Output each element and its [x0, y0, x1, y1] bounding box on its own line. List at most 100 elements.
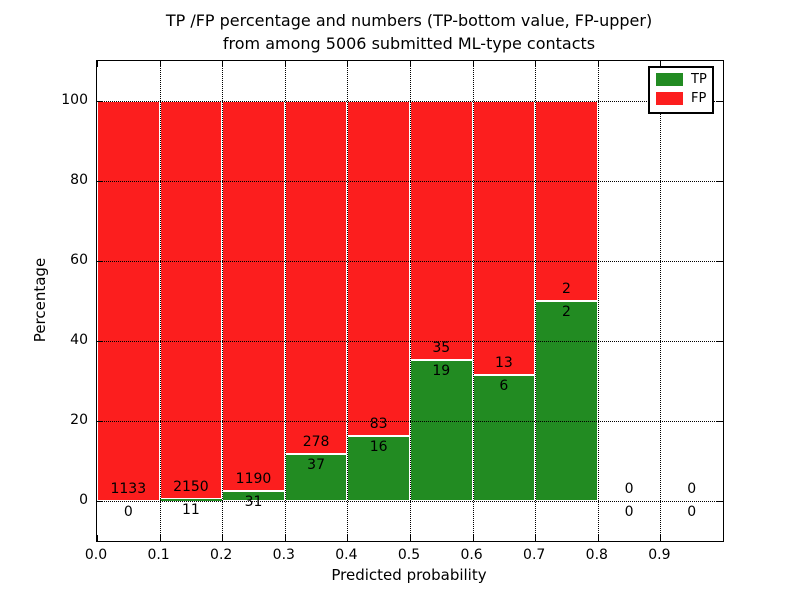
legend-label-tp: TP — [691, 72, 707, 87]
v-gridline — [535, 61, 537, 541]
x-tick-bottom — [597, 535, 599, 541]
x-tick-bottom — [410, 535, 411, 541]
tp-count-label: 0 — [687, 504, 697, 520]
bar-segment-fp — [97, 101, 160, 501]
bar-segment-tp — [410, 360, 473, 501]
x-tick-top — [472, 61, 474, 67]
v-gridline — [347, 61, 349, 541]
y-tick-label: 100 — [61, 92, 88, 108]
tp-count-label: 37 — [307, 457, 325, 474]
y-tick-right — [717, 261, 723, 262]
x-tick-label: 0.4 — [335, 547, 358, 563]
bar-segment-fp — [347, 101, 410, 437]
tp-count-label: 19 — [432, 363, 451, 380]
legend-swatch-fp-icon — [656, 92, 683, 105]
x-tick-bottom — [472, 535, 474, 541]
y-axis-label: Percentage — [31, 257, 49, 343]
y-tick-left — [97, 421, 103, 422]
bar-segment-fp — [284, 101, 348, 455]
bar-segment-tp — [535, 301, 598, 501]
x-tick-label: 0.1 — [147, 547, 170, 563]
x-tick-top — [410, 61, 411, 67]
y-tick-right — [717, 421, 723, 422]
v-gridline — [284, 61, 286, 541]
fp-count-label: 1133 — [110, 481, 147, 497]
chart-title: TP /FP percentage and numbers (TP-bottom… — [96, 9, 722, 55]
v-gridline — [410, 61, 411, 541]
fp-count-label: 35 — [432, 340, 451, 357]
x-tick-label: 0.5 — [397, 547, 421, 563]
x-axis-label: Predicted probability — [331, 566, 487, 584]
x-tick-label: 0.7 — [523, 547, 546, 563]
fp-count-label: 1190 — [235, 470, 272, 487]
x-tick-bottom — [222, 535, 224, 541]
tp-count-label: 31 — [244, 493, 263, 510]
v-gridline — [159, 61, 161, 541]
y-tick-right — [717, 501, 723, 502]
bar-segment-tp — [222, 490, 285, 501]
v-gridline — [222, 61, 224, 541]
x-tick-top — [597, 61, 599, 67]
x-tick-bottom — [535, 535, 537, 541]
v-gridline — [472, 61, 474, 541]
chart-title-line2: from among 5006 submitted ML-type contac… — [222, 34, 596, 53]
tp-count-label: 0 — [624, 504, 634, 520]
x-tick-label: 0.9 — [648, 547, 671, 563]
tp-count-label: 0 — [123, 504, 133, 520]
x-tick-bottom — [347, 535, 349, 541]
tp-count-label: 16 — [369, 439, 388, 456]
x-tick-bottom — [284, 535, 286, 541]
y-tick-label: 80 — [70, 172, 88, 188]
x-tick-top — [97, 61, 98, 67]
legend-entry-fp: FP — [656, 92, 706, 105]
x-tick-label: 0.6 — [460, 547, 483, 563]
legend-entry-tp: TP — [656, 73, 707, 86]
fp-count-label: 0 — [624, 481, 634, 497]
y-tick-right — [717, 341, 723, 342]
fp-count-label: 0 — [687, 481, 697, 497]
fp-count-label: 2 — [562, 281, 571, 297]
x-tick-label: 0.8 — [585, 547, 608, 563]
fp-count-label: 83 — [369, 416, 388, 433]
v-gridline — [660, 61, 662, 541]
x-tick-top — [159, 61, 161, 67]
x-tick-top — [660, 61, 662, 67]
bar-segment-tp — [159, 498, 223, 501]
chart-title-line1: TP /FP percentage and numbers (TP-bottom… — [165, 11, 653, 30]
x-tick-label: 0.3 — [272, 547, 295, 563]
x-tick-label: 0.2 — [210, 547, 233, 563]
fp-count-label: 278 — [302, 434, 330, 451]
y-tick-left — [97, 501, 103, 502]
y-tick-label: 40 — [70, 332, 88, 348]
x-tick-label: 0.0 — [84, 547, 108, 563]
bar-segment-tp — [347, 436, 410, 501]
bar-segment-fp — [159, 101, 223, 499]
y-tick-left — [97, 261, 103, 262]
y-tick-label: 20 — [70, 412, 88, 428]
bar-segment-fp — [535, 101, 598, 301]
x-tick-top — [222, 61, 224, 67]
y-tick-left — [97, 101, 103, 102]
y-tick-left — [97, 181, 103, 182]
tp-count-label: 6 — [499, 377, 509, 394]
tp-count-label: 11 — [181, 501, 200, 518]
fp-count-label: 13 — [494, 354, 513, 371]
tp-count-label: 2 — [562, 304, 571, 320]
bar-segment-fp — [222, 101, 285, 491]
y-tick-right — [717, 101, 723, 102]
bar-segment-tp — [472, 374, 536, 501]
v-gridline — [597, 61, 599, 541]
bar-segment-tp — [284, 454, 348, 501]
x-tick-bottom — [159, 535, 161, 541]
fp-count-label: 2150 — [173, 478, 209, 495]
legend: TP FP — [648, 66, 714, 114]
y-tick-right — [717, 181, 723, 182]
bar-segment-fp — [410, 101, 473, 361]
legend-swatch-tp-icon — [656, 73, 683, 86]
y-tick-left — [97, 341, 103, 342]
legend-label-fp: FP — [691, 91, 707, 106]
x-tick-bottom — [97, 535, 98, 541]
x-tick-top — [535, 61, 537, 67]
plot-area: 1133 0 2150 11 1190 31 278 37 83 16 35 19 13 6 2 2 0 0 0 0 … — [96, 60, 724, 542]
